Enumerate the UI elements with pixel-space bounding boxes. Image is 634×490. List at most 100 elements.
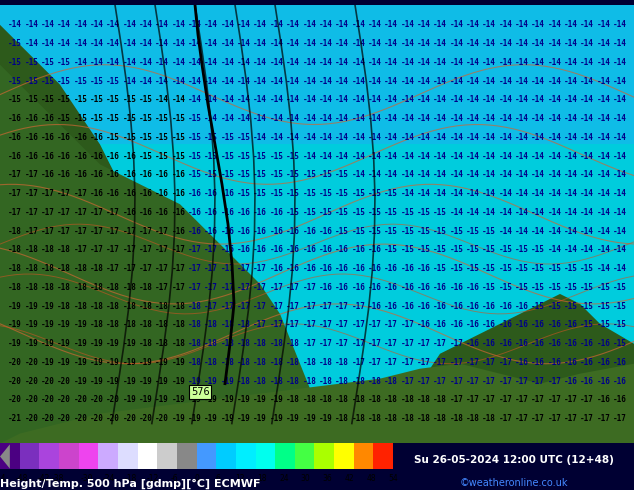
Text: -20: -20 bbox=[122, 414, 136, 423]
Text: -14: -14 bbox=[564, 76, 578, 86]
Text: -17: -17 bbox=[466, 395, 480, 404]
Text: -15: -15 bbox=[25, 96, 38, 104]
Text: -14: -14 bbox=[613, 189, 627, 198]
Text: -16: -16 bbox=[515, 301, 529, 311]
Text: -19: -19 bbox=[188, 376, 202, 386]
Text: -16: -16 bbox=[8, 151, 22, 161]
Text: -17: -17 bbox=[580, 414, 594, 423]
Text: -14: -14 bbox=[286, 76, 300, 86]
Text: -14: -14 bbox=[384, 133, 398, 142]
Text: -14: -14 bbox=[122, 76, 136, 86]
Text: -48: -48 bbox=[16, 474, 28, 483]
Text: -18: -18 bbox=[25, 264, 38, 273]
Text: -18: -18 bbox=[368, 376, 382, 386]
Text: -18: -18 bbox=[368, 414, 382, 423]
Text: -19: -19 bbox=[122, 395, 136, 404]
Bar bbox=[275, 443, 295, 469]
Text: -17: -17 bbox=[548, 395, 562, 404]
Text: -14: -14 bbox=[269, 114, 283, 123]
Text: -19: -19 bbox=[269, 395, 283, 404]
Bar bbox=[177, 443, 197, 469]
Text: Su 26-05-2024 12:00 UTC (12+48): Su 26-05-2024 12:00 UTC (12+48) bbox=[413, 455, 614, 465]
Text: -16: -16 bbox=[335, 283, 349, 292]
Text: -18: -18 bbox=[74, 301, 87, 311]
Text: -19: -19 bbox=[106, 339, 120, 348]
Text: 48: 48 bbox=[366, 474, 376, 483]
Text: -17: -17 bbox=[286, 320, 300, 329]
Text: -15: -15 bbox=[384, 245, 398, 254]
Text: -17: -17 bbox=[302, 283, 316, 292]
Text: -14: -14 bbox=[597, 208, 611, 217]
Text: -19: -19 bbox=[106, 376, 120, 386]
Text: -17: -17 bbox=[450, 339, 463, 348]
Text: -14: -14 bbox=[417, 76, 430, 86]
Text: -16: -16 bbox=[25, 151, 38, 161]
Text: -16: -16 bbox=[106, 151, 120, 161]
Text: -15: -15 bbox=[74, 114, 87, 123]
Text: -14: -14 bbox=[564, 20, 578, 29]
Text: -18: -18 bbox=[302, 358, 316, 367]
Text: 24: 24 bbox=[279, 474, 288, 483]
Text: -18: -18 bbox=[319, 358, 333, 367]
Text: -14: -14 bbox=[8, 20, 22, 29]
Text: -16: -16 bbox=[531, 339, 545, 348]
Text: -19: -19 bbox=[139, 358, 153, 367]
Text: -16: -16 bbox=[368, 264, 382, 273]
Text: -19: -19 bbox=[25, 301, 38, 311]
Text: -16: -16 bbox=[417, 301, 430, 311]
Text: -15: -15 bbox=[498, 264, 512, 273]
Text: -14: -14 bbox=[57, 20, 71, 29]
Text: -14: -14 bbox=[515, 58, 529, 67]
Text: -14: -14 bbox=[302, 76, 316, 86]
Text: -14: -14 bbox=[580, 39, 594, 48]
Text: -17: -17 bbox=[188, 264, 202, 273]
Text: -15: -15 bbox=[597, 320, 611, 329]
Text: -14: -14 bbox=[204, 20, 218, 29]
Text: -15: -15 bbox=[302, 189, 316, 198]
Text: -16: -16 bbox=[597, 358, 611, 367]
Text: -15: -15 bbox=[122, 96, 136, 104]
Text: -15: -15 bbox=[466, 226, 480, 236]
Text: -14: -14 bbox=[450, 133, 463, 142]
Text: -14: -14 bbox=[417, 151, 430, 161]
Text: -18: -18 bbox=[254, 339, 267, 348]
Text: -17: -17 bbox=[254, 320, 267, 329]
Text: -6: -6 bbox=[171, 474, 179, 483]
Text: -14: -14 bbox=[498, 76, 512, 86]
Text: -14: -14 bbox=[106, 58, 120, 67]
Text: -17: -17 bbox=[188, 245, 202, 254]
Text: -18: -18 bbox=[57, 245, 71, 254]
Text: -14: -14 bbox=[450, 114, 463, 123]
Text: -20: -20 bbox=[106, 414, 120, 423]
Text: -14: -14 bbox=[335, 151, 349, 161]
Text: -16: -16 bbox=[302, 245, 316, 254]
Text: -14: -14 bbox=[237, 20, 251, 29]
Text: -15: -15 bbox=[335, 189, 349, 198]
Text: -18: -18 bbox=[204, 339, 218, 348]
Text: -15: -15 bbox=[515, 264, 529, 273]
Text: -15: -15 bbox=[302, 208, 316, 217]
Text: -14: -14 bbox=[548, 39, 562, 48]
Text: -14: -14 bbox=[351, 96, 365, 104]
Text: -14: -14 bbox=[401, 20, 415, 29]
Text: -14: -14 bbox=[531, 208, 545, 217]
Text: -14: -14 bbox=[254, 20, 267, 29]
Text: -18: -18 bbox=[351, 395, 365, 404]
Text: -15: -15 bbox=[548, 264, 562, 273]
Text: -17: -17 bbox=[221, 264, 235, 273]
Text: -18: -18 bbox=[335, 414, 349, 423]
Text: -15: -15 bbox=[384, 189, 398, 198]
Text: -14: -14 bbox=[580, 245, 594, 254]
Text: -14: -14 bbox=[580, 20, 594, 29]
Text: -14: -14 bbox=[548, 133, 562, 142]
Text: -16: -16 bbox=[597, 395, 611, 404]
Text: -18: -18 bbox=[384, 395, 398, 404]
Text: -14: -14 bbox=[139, 39, 153, 48]
Polygon shape bbox=[0, 5, 634, 145]
Text: -14: -14 bbox=[368, 58, 382, 67]
Text: -18: -18 bbox=[155, 339, 169, 348]
Text: -18: -18 bbox=[204, 358, 218, 367]
Text: -18: -18 bbox=[482, 414, 496, 423]
Text: -14: -14 bbox=[269, 20, 283, 29]
Text: -18: -18 bbox=[401, 414, 415, 423]
